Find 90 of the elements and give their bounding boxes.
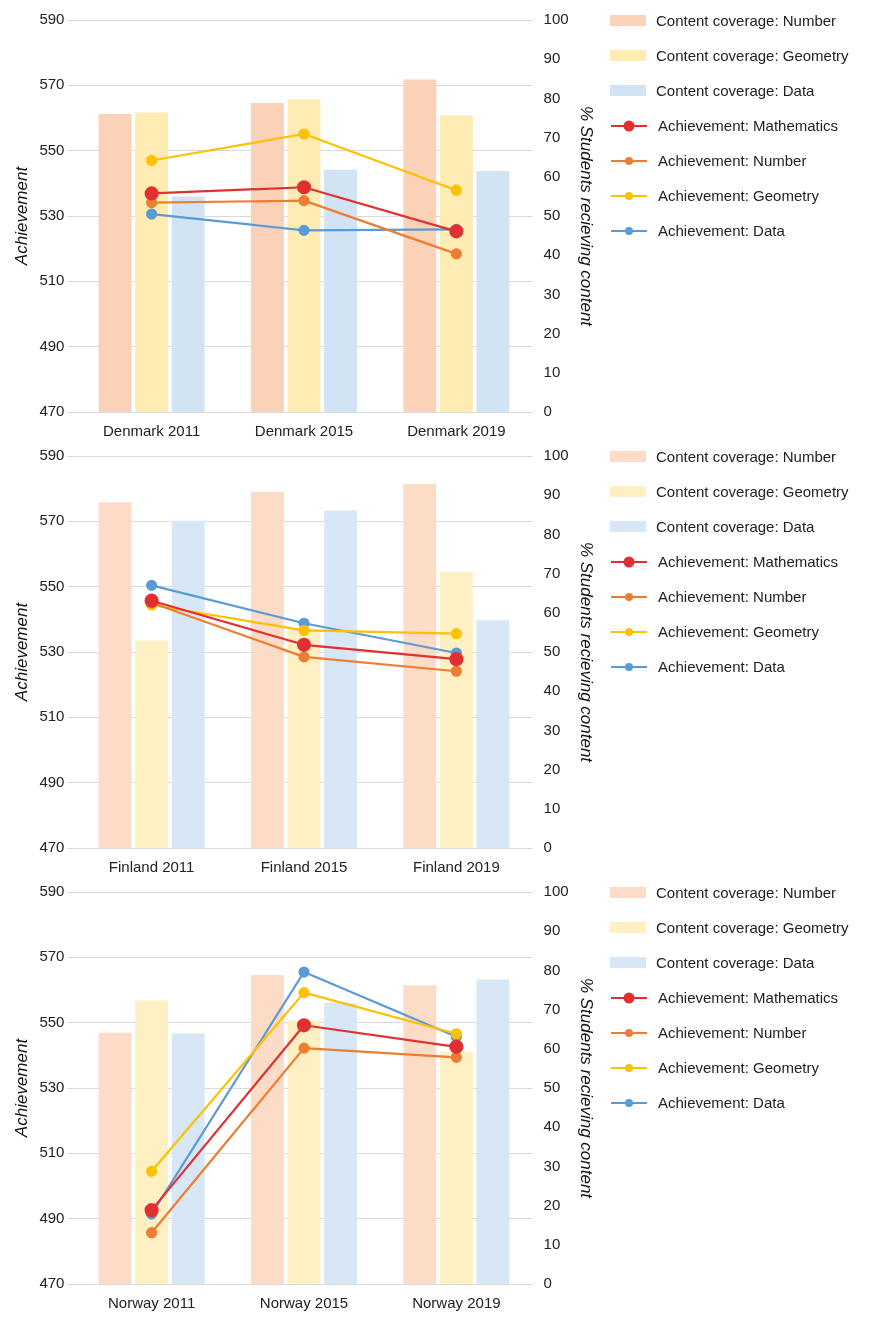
legend-label: Achievement: Geometry [658,1059,819,1077]
y2-tick-label: 60 [543,602,561,620]
y2-tick-label: 90 [543,485,561,503]
x-tick-label: Denmark 2011 [102,422,201,440]
y2-tick-label: 20 [543,1195,561,1213]
y2-tick-label: 80 [543,88,561,106]
y-tick-label: 470 [39,838,65,856]
x-tick-label: Finland 2011 [108,858,195,876]
x-tick-label: Finland 2015 [260,858,348,876]
y-tick-label: 530 [39,1078,65,1096]
y-tick-label: 510 [39,271,65,289]
y2-tick-label: 100 [543,446,569,464]
y2-tick-label: 0 [543,402,552,420]
y-tick-label: 550 [39,1012,65,1030]
legend-label: Achievement: Mathematics [658,117,839,135]
y-axis-title: Achievement [11,1037,31,1139]
y-tick-label: 570 [39,947,65,965]
y2-tick-label: 0 [543,1274,552,1292]
y2-tick-label: 60 [543,1038,561,1056]
y-tick-label: 470 [39,1274,65,1292]
y-axis-title: Achievement [11,601,31,703]
y2-tick-label: 60 [543,166,561,184]
y-tick-label: 550 [39,140,65,158]
y-tick-label: 490 [39,336,65,354]
y2-tick-label: 50 [543,206,561,224]
y2-tick-label: 10 [543,798,561,816]
legend-label: Achievement: Geometry [658,623,819,641]
legend-label: Achievement: Data [658,658,785,676]
y2-axis-title: % Students recieving content [577,977,597,1200]
y2-tick-label: 10 [543,362,561,380]
legend-label: Content coverage: Number [656,884,837,902]
x-tick-label: Finland 2019 [413,858,500,876]
y-tick-label: 550 [39,576,65,594]
y-tick-label: 510 [39,707,65,725]
y2-tick-label: 40 [543,245,561,263]
y2-tick-label: 30 [543,1156,561,1174]
legend-label: Achievement: Number [658,588,807,606]
y2-tick-label: 40 [543,681,561,699]
y2-tick-label: 50 [543,1078,561,1096]
x-tick-label: Denmark 2015 [254,422,354,440]
legend-label: Content coverage: Data [656,518,815,536]
y-tick-label: 530 [39,642,65,660]
y2-tick-label: 20 [543,759,561,777]
legend-label: Achievement: Data [658,222,785,240]
y2-tick-label: 20 [543,323,561,341]
y2-axis-title: % Students recieving content [577,541,597,764]
legend-label: Achievement: Data [658,1094,785,1112]
y-tick-label: 490 [39,772,65,790]
y-tick-label: 530 [39,206,65,224]
legend-label: Achievement: Number [658,152,807,170]
x-tick-label: Norway 2011 [107,1294,196,1312]
y-tick-label: 570 [39,511,65,529]
legend-label: Achievement: Number [658,1024,807,1042]
y2-tick-label: 70 [543,999,561,1017]
y-tick-label: 470 [39,402,65,420]
y-tick-label: 590 [39,10,65,28]
x-tick-label: Denmark 2019 [407,422,506,440]
y2-tick-label: 40 [543,1117,561,1135]
y2-tick-label: 90 [543,921,561,939]
legend-label: Content coverage: Number [656,448,837,466]
y2-tick-label: 80 [543,524,561,542]
legend-label: Content coverage: Data [656,82,815,100]
y2-tick-label: 100 [543,882,569,900]
x-tick-label: Norway 2015 [259,1294,349,1312]
legend-label: Achievement: Mathematics [658,553,839,571]
y2-tick-label: 90 [543,49,561,67]
y2-tick-label: 30 [543,284,561,302]
y-axis-title: Achievement [11,165,31,267]
legend-label: Content coverage: Data [656,954,815,972]
y-tick-label: 590 [39,446,65,464]
legend-label: Content coverage: Geometry [656,47,849,65]
y2-axis-title: % Students recieving content [577,105,597,328]
y2-tick-label: 70 [543,127,561,145]
y2-tick-label: 80 [543,960,561,978]
y-tick-label: 590 [39,882,65,900]
y-tick-label: 570 [39,75,65,93]
y-tick-label: 490 [39,1208,65,1226]
x-tick-label: Norway 2019 [412,1294,501,1312]
legend-label: Content coverage: Geometry [656,483,849,501]
legend-label: Achievement: Geometry [658,187,819,205]
y2-tick-label: 30 [543,720,561,738]
y-tick-label: 510 [39,1143,65,1161]
y2-tick-label: 50 [543,642,561,660]
legend-label: Achievement: Mathematics [658,989,839,1007]
y2-tick-label: 100 [543,10,569,28]
legend-label: Content coverage: Number [656,12,837,30]
y2-tick-label: 0 [543,838,552,856]
legend-label: Content coverage: Geometry [656,919,849,937]
y2-tick-label: 10 [543,1234,561,1252]
y2-tick-label: 70 [543,563,561,581]
